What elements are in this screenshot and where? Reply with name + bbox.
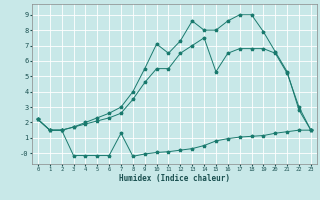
X-axis label: Humidex (Indice chaleur): Humidex (Indice chaleur) — [119, 174, 230, 183]
